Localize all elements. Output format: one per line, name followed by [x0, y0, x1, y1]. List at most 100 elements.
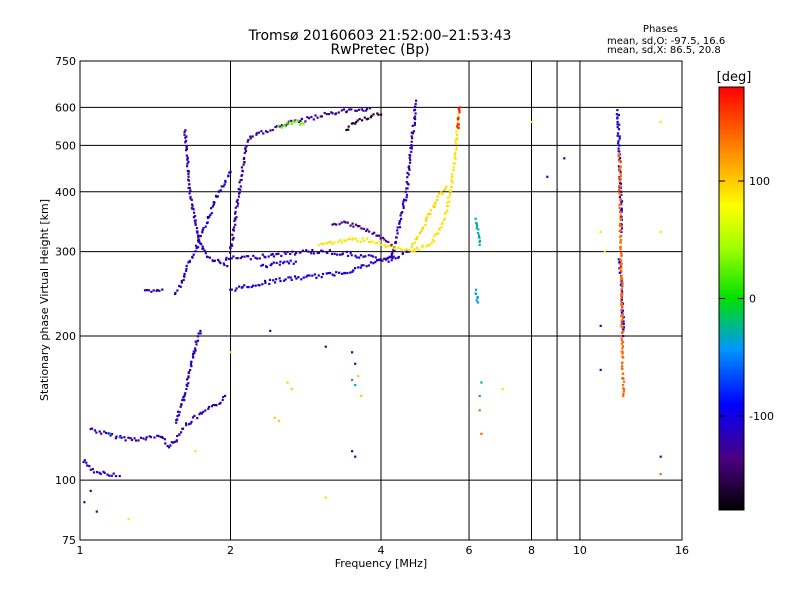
- echo-point: [402, 206, 405, 210]
- echo-point: [290, 388, 293, 391]
- echo-point: [367, 264, 370, 267]
- echo-point: [161, 436, 164, 439]
- echo-point: [179, 405, 182, 408]
- echo-point: [297, 119, 300, 122]
- echo-point: [196, 417, 199, 420]
- echo-point: [185, 267, 188, 270]
- echo-point: [190, 420, 193, 423]
- echo-point: [599, 324, 602, 327]
- echo-point: [98, 471, 101, 474]
- echo-point: [267, 255, 270, 258]
- echo-point: [149, 436, 153, 439]
- echo-point: [480, 432, 483, 435]
- echo-point: [159, 435, 162, 438]
- echo-point: [476, 296, 479, 300]
- echo-point: [620, 260, 623, 263]
- echo-point: [243, 284, 246, 287]
- echo-point: [143, 289, 147, 292]
- echo-point: [501, 388, 504, 391]
- echo-point: [411, 124, 414, 127]
- echo-point: [187, 376, 190, 379]
- echo-point: [320, 276, 323, 279]
- echo-point: [620, 309, 623, 312]
- echo-point: [273, 416, 276, 419]
- echo-point: [239, 185, 242, 188]
- echo-point: [619, 214, 622, 217]
- echo-point: [405, 199, 408, 202]
- y-tick-label: 750: [55, 55, 76, 68]
- echo-point: [619, 203, 622, 206]
- echo-point: [408, 168, 411, 171]
- echo-point: [235, 257, 238, 260]
- echo-point: [618, 206, 621, 210]
- echo-point: [454, 140, 457, 143]
- echo-point: [178, 433, 181, 436]
- echo-point: [368, 241, 371, 244]
- echo-point: [189, 197, 192, 200]
- echo-point: [176, 418, 179, 421]
- echo-point: [352, 122, 355, 125]
- echo-point: [185, 422, 188, 425]
- echo-point: [621, 364, 624, 367]
- echo-point: [199, 411, 202, 414]
- echo-point: [406, 250, 409, 253]
- echo-point: [234, 289, 237, 292]
- echo-point: [362, 227, 365, 230]
- echo-point: [83, 501, 86, 504]
- echo-point: [269, 129, 272, 132]
- echo-point: [181, 399, 184, 402]
- echo-point: [367, 254, 370, 257]
- echo-point: [124, 439, 127, 442]
- echo-point: [245, 145, 248, 148]
- echo-point: [230, 288, 233, 291]
- echo-point: [659, 230, 662, 233]
- echo-point: [356, 119, 359, 122]
- echo-point: [402, 204, 405, 208]
- echo-point: [475, 227, 478, 230]
- echo-point: [166, 444, 169, 448]
- echo-point: [371, 255, 375, 258]
- echo-point: [204, 252, 207, 255]
- echo-point: [260, 264, 263, 267]
- echo-point: [408, 156, 411, 159]
- echo-point: [424, 224, 427, 227]
- echo-point: [222, 396, 225, 399]
- echo-point: [202, 227, 205, 230]
- echo-point: [187, 170, 190, 173]
- echo-point: [444, 187, 447, 191]
- echo-point: [186, 165, 189, 168]
- echo-point: [396, 229, 399, 232]
- echo-point: [269, 264, 272, 267]
- y-tick-label: 600: [55, 101, 76, 114]
- echo-point: [354, 455, 357, 458]
- echo-point: [406, 187, 409, 190]
- echo-point: [343, 220, 346, 223]
- echo-point: [187, 172, 190, 176]
- echo-point: [619, 241, 622, 244]
- echo-point: [290, 122, 293, 125]
- echo-point: [278, 277, 281, 280]
- echo-point: [617, 155, 620, 158]
- echo-point: [305, 275, 308, 278]
- echo-point: [410, 250, 414, 253]
- echo-point: [619, 229, 622, 232]
- echo-point: [360, 394, 363, 397]
- echo-point: [321, 272, 325, 276]
- echo-point: [86, 464, 89, 467]
- echo-point: [210, 405, 213, 408]
- echo-point: [191, 203, 194, 206]
- echo-point: [360, 264, 363, 267]
- echo-point: [222, 262, 225, 265]
- echo-point: [233, 226, 236, 229]
- echo-point: [617, 147, 620, 150]
- echo-point: [247, 139, 250, 142]
- echo-point: [359, 266, 362, 269]
- echo-point: [421, 244, 424, 247]
- echo-point: [297, 276, 300, 279]
- echo-point: [383, 257, 386, 260]
- echo-point: [355, 121, 358, 124]
- data-marks: [82, 99, 662, 521]
- echo-point: [197, 236, 200, 239]
- echo-point: [107, 432, 110, 435]
- echo-point: [199, 332, 202, 335]
